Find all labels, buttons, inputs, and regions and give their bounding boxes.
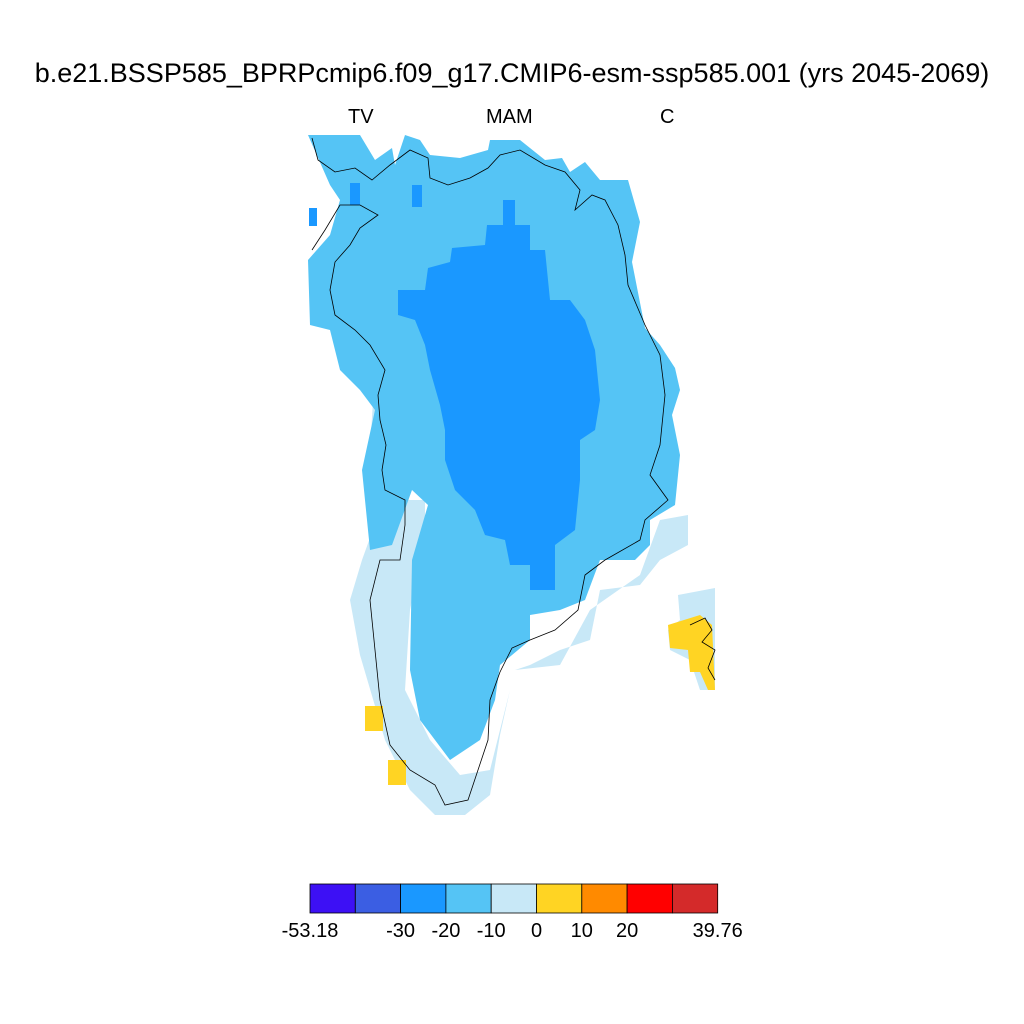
region-iceland-warm [668, 615, 715, 690]
region-dark-core [398, 200, 600, 590]
plot-title: b.e21.BSSP585_BPRPcmip6.f09_g17.CMIP6-es… [34, 58, 990, 88]
colorbar-swatch-2 [400, 883, 447, 914]
colorbar-label-2: -20 [431, 920, 461, 942]
coastline [311, 137, 669, 806]
region-dark-patch-3 [309, 208, 317, 226]
subtitle-left: TV [348, 106, 374, 128]
colorbar-label-0: -53.18 [281, 920, 339, 942]
coastline-iceland [689, 617, 716, 681]
region-warm-patch-2 [388, 760, 406, 785]
colorbar-swatch-7 [626, 883, 673, 914]
colorbar-swatch-3 [445, 883, 492, 914]
colorbar-swatch-5 [536, 883, 583, 914]
region-warm-patch-1 [365, 706, 383, 731]
subtitle-center: MAM [486, 106, 533, 128]
region-dark-patch-1 [350, 183, 360, 205]
colorbar-swatch-8 [672, 883, 719, 914]
region-dark-patch-2 [412, 185, 422, 207]
colorbar-label-4: 0 [530, 920, 543, 942]
colorbar-swatch-6 [581, 883, 628, 914]
colorbar-label-6: 20 [615, 920, 639, 942]
colorbar-swatch-1 [354, 883, 401, 914]
subtitle-right: C [660, 106, 675, 128]
colorbar-label-5: 10 [570, 920, 593, 942]
colorbar-label-7: 39.76 [692, 920, 743, 942]
colorbar-swatch-4 [490, 883, 537, 914]
colorbar-label-1: -30 [386, 920, 416, 942]
colorbar [309, 883, 719, 914]
colorbar-label-3: -10 [476, 920, 506, 942]
colorbar-swatch-0 [309, 883, 356, 914]
